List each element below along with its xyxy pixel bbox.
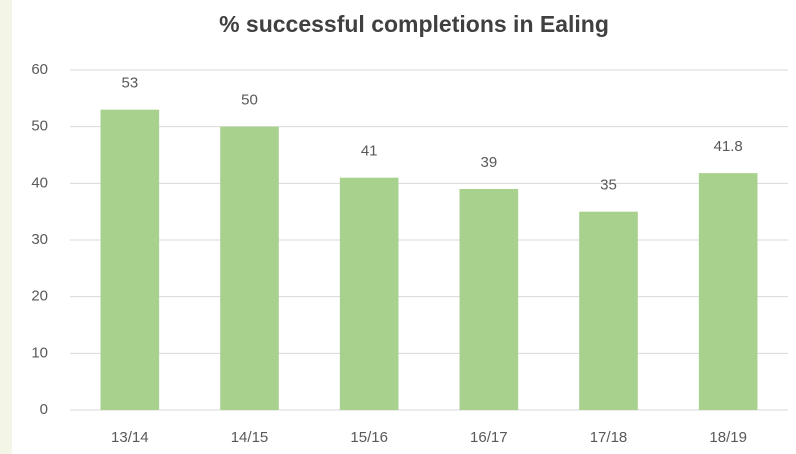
x-tick-label: 18/19 — [709, 429, 747, 446]
bar — [459, 189, 519, 410]
bar — [100, 109, 160, 411]
data-label: 53 — [121, 75, 138, 92]
y-tick-label: 60 — [31, 61, 48, 78]
bar — [579, 211, 638, 410]
chart-title: % successful completions in Ealing — [219, 11, 609, 37]
data-label: 41.8 — [714, 138, 743, 155]
bar — [698, 173, 758, 410]
side-strip — [0, 0, 12, 454]
bar — [220, 126, 279, 411]
y-tick-label: 40 — [31, 174, 48, 191]
y-tick-label: 0 — [40, 401, 48, 418]
data-label: 35 — [600, 177, 617, 194]
y-tick-label: 20 — [31, 288, 48, 305]
x-tick-label: 15/16 — [350, 429, 388, 446]
x-tick-label: 17/18 — [590, 429, 628, 446]
y-tick-label: 50 — [31, 118, 48, 135]
data-label: 39 — [480, 154, 497, 171]
x-tick-label: 16/17 — [470, 429, 508, 446]
bar — [339, 177, 399, 410]
x-tick-label: 14/15 — [231, 429, 269, 446]
y-tick-label: 10 — [31, 344, 48, 361]
x-tick-label: 13/14 — [111, 429, 149, 446]
data-label: 41 — [361, 143, 378, 160]
data-label: 50 — [241, 92, 258, 109]
y-tick-label: 30 — [31, 231, 48, 248]
